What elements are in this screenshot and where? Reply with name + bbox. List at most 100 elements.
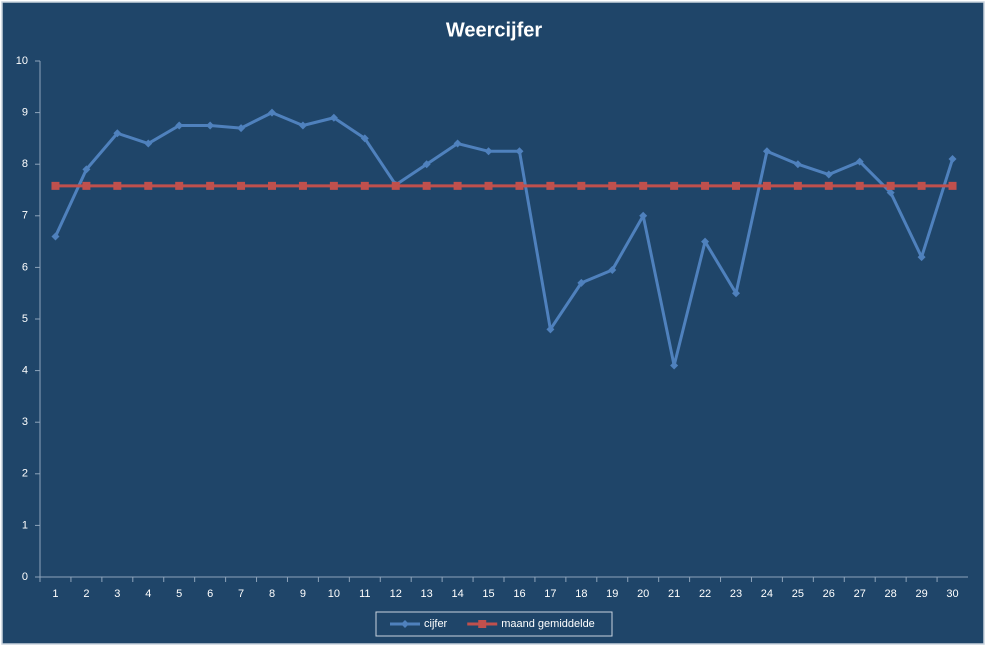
x-tick-label: 14: [451, 588, 463, 600]
x-tick-label: 18: [575, 588, 587, 600]
x-tick-label: 24: [761, 588, 773, 600]
point: [608, 181, 617, 190]
point: [51, 232, 60, 241]
point: [113, 181, 122, 190]
y-tick-label: 2: [22, 468, 28, 480]
point: [732, 289, 740, 298]
x-tick-label: 26: [823, 588, 835, 600]
point: [639, 181, 648, 190]
point: [577, 181, 586, 190]
point: [793, 160, 802, 169]
y-tick-label: 1: [22, 519, 28, 531]
x-tick-label: 11: [359, 588, 370, 600]
x-tick-label: 16: [513, 588, 525, 600]
point: [639, 211, 648, 220]
point: [546, 181, 555, 190]
x-tick-label: 9: [300, 588, 306, 600]
point: [298, 181, 307, 190]
point: [206, 121, 215, 130]
point: [391, 181, 400, 190]
y-tick-label: 0: [22, 571, 28, 583]
y-tick-label: 9: [22, 107, 28, 119]
line: [54, 111, 954, 367]
x-tick-label: 25: [792, 588, 804, 600]
legend-box: [375, 611, 613, 637]
point: [360, 181, 369, 190]
x-tick-label: 27: [854, 588, 866, 600]
point: [237, 181, 246, 190]
x-tick-label: 15: [482, 588, 494, 600]
legend-marker: [478, 620, 487, 628]
point: [268, 108, 276, 117]
point: [175, 121, 184, 130]
point: [855, 157, 864, 166]
point: [329, 113, 338, 122]
point: [422, 160, 431, 169]
point: [793, 181, 802, 190]
point: [453, 139, 462, 148]
x-tick-label: 28: [885, 588, 897, 600]
point: [422, 181, 431, 190]
point: [886, 181, 895, 190]
point: [670, 181, 679, 190]
point: [577, 278, 586, 287]
point: [546, 325, 555, 334]
point: [329, 181, 338, 190]
legend-label: cijfer: [424, 618, 448, 630]
point: [608, 265, 617, 274]
point: [886, 188, 895, 197]
point: [701, 181, 710, 190]
point: [824, 170, 833, 179]
point: [206, 181, 215, 190]
point: [484, 181, 493, 190]
x-tick-label: 17: [544, 588, 556, 600]
point: [484, 147, 493, 156]
point: [82, 165, 91, 174]
x-tick-label: 23: [730, 588, 742, 600]
point: [855, 181, 864, 190]
point: [268, 181, 276, 190]
point: [917, 253, 926, 262]
point: [144, 139, 153, 148]
legend-label: maand gemiddelde: [501, 618, 595, 630]
point: [670, 361, 679, 370]
point: [732, 181, 740, 190]
point: [237, 124, 246, 133]
chart-title: Weercijfer: [446, 19, 543, 41]
x-tick-label: 19: [606, 588, 618, 600]
x-tick-label: 5: [176, 588, 182, 600]
x-tick-label: 12: [390, 588, 402, 600]
y-tick-label: 8: [22, 158, 28, 170]
x-tick-label: 3: [114, 588, 120, 600]
point: [298, 121, 307, 130]
point: [762, 181, 771, 190]
x-tick-label: 1: [52, 588, 58, 600]
y-tick-label: 10: [16, 55, 28, 67]
x-tick-label: 10: [328, 588, 340, 600]
y-tick-label: 5: [22, 313, 28, 325]
x-tick-label: 21: [668, 588, 680, 600]
point: [144, 181, 153, 190]
y-tick-label: 6: [22, 261, 28, 273]
point: [762, 147, 771, 156]
point: [824, 181, 833, 190]
point: [82, 181, 91, 190]
x-tick-label: 8: [269, 588, 275, 600]
x-tick-label: 30: [946, 588, 958, 600]
point: [701, 237, 710, 246]
y-tick-label: 3: [22, 416, 28, 428]
point: [948, 155, 957, 164]
point: [51, 181, 60, 190]
y-tick-label: 7: [22, 210, 28, 222]
x-tick-label: 13: [421, 588, 433, 600]
x-tick-label: 29: [915, 588, 927, 600]
legend-marker: [401, 620, 409, 628]
point: [917, 181, 926, 190]
x-tick-label: 4: [145, 588, 151, 600]
point: [360, 134, 369, 143]
point: [948, 181, 957, 190]
point: [515, 181, 524, 190]
point: [453, 181, 462, 190]
